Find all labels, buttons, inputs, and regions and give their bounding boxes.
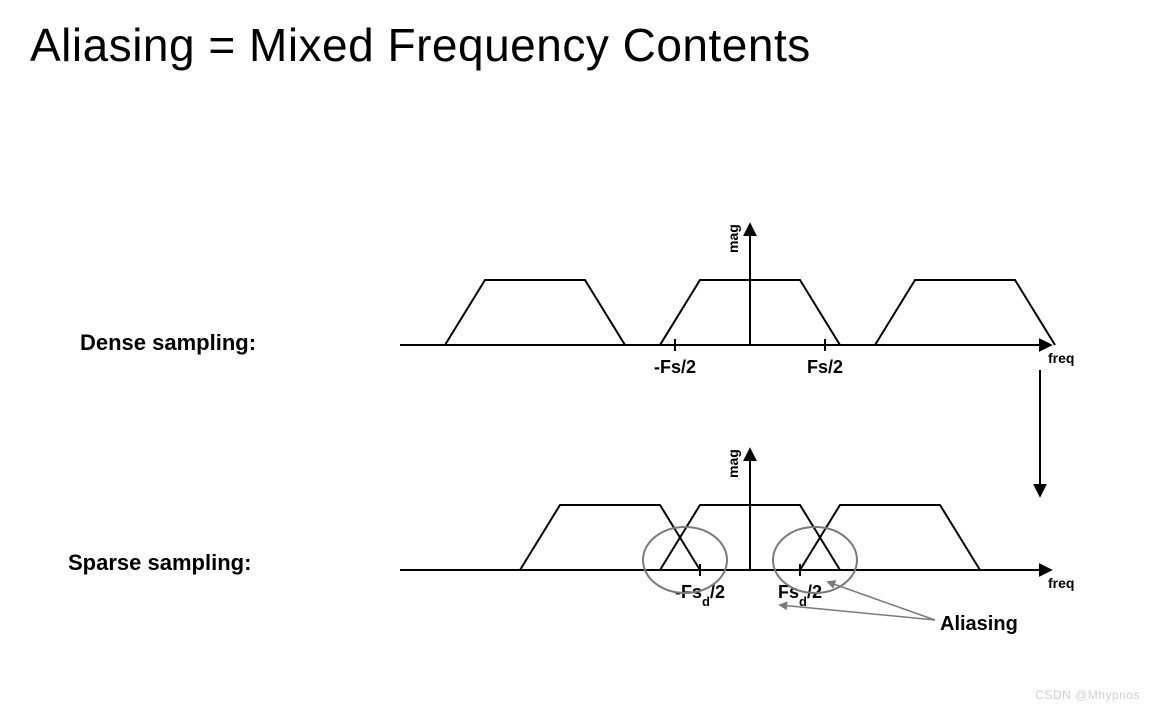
freq-axis-label: freq <box>1048 575 1074 591</box>
dense-sampling-label: Dense sampling: <box>80 330 256 356</box>
tick-label: -Fs/2 <box>654 357 696 377</box>
page-title: Aliasing = Mixed Frequency Contents <box>30 18 811 72</box>
spectrum-trapezoid <box>875 280 1055 345</box>
tick-label: Fsd/2 <box>778 582 822 609</box>
tick-label: Fs/2 <box>807 357 843 377</box>
spectrum-trapezoid <box>800 505 980 570</box>
sparse-sampling-label: Sparse sampling: <box>68 550 251 576</box>
mag-axis-label: mag <box>725 449 741 478</box>
tick-label: -Fsd/2 <box>675 582 725 609</box>
spectrum-trapezoid <box>520 505 700 570</box>
frequency-diagram: mag freq -Fs/2 Fs/2 mag freq -Fsd/2 Fsd/2 Aliasi… <box>400 210 1100 670</box>
watermark: CSDN @Mhypnos <box>1035 688 1140 702</box>
spectrum-trapezoid <box>445 280 625 345</box>
freq-axis-label: freq <box>1048 350 1074 366</box>
mag-axis-label: mag <box>725 224 741 253</box>
aliasing-annotation: Aliasing <box>940 613 1018 635</box>
